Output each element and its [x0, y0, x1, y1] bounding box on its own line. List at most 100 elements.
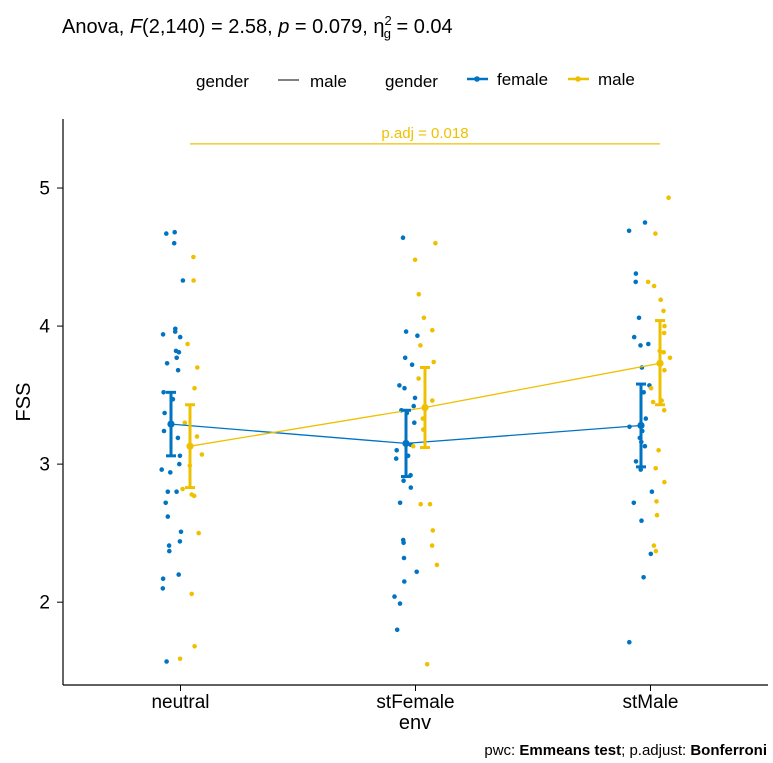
title-part: (2,140) = 2.58, — [142, 16, 278, 38]
data-point-male — [191, 493, 197, 499]
caption-part: ; p.adjust: — [621, 742, 690, 759]
data-point-female — [642, 443, 648, 449]
data-point-male — [410, 443, 416, 449]
chart-title: Anova, F(2,140) = 2.58, p = 0.079, η2 g =… — [62, 13, 453, 41]
legend-label-male: male — [598, 70, 635, 89]
data-point-male — [654, 512, 660, 518]
data-point-male — [656, 448, 661, 453]
data-point-female — [392, 594, 397, 599]
mean-point-female — [637, 421, 645, 430]
data-point-female — [412, 420, 417, 426]
y-axis-label: FSS — [13, 383, 35, 422]
significance-annotation: p.adj = 0.018 — [190, 125, 660, 145]
data-point-male — [429, 543, 435, 548]
data-point-male — [191, 254, 196, 260]
data-point-female — [401, 478, 406, 484]
data-point-female — [648, 551, 654, 557]
error-bars — [166, 319, 665, 490]
data-point-male — [191, 278, 196, 283]
legend-key-female — [467, 76, 488, 82]
data-point-male — [182, 420, 188, 426]
data-point-female — [159, 467, 164, 472]
data-point-female — [401, 540, 406, 546]
legend-label-female: female — [497, 70, 548, 89]
data-point-male — [189, 591, 194, 597]
data-point-female — [161, 428, 167, 434]
data-point-male — [427, 501, 433, 507]
data-point-female — [397, 601, 403, 606]
data-point-male — [185, 341, 190, 347]
data-point-male — [196, 530, 201, 536]
y-tick-label: 5 — [39, 179, 50, 200]
data-point-male — [177, 656, 183, 662]
data-point-female — [638, 467, 643, 472]
title-part: Anova, — [62, 16, 130, 38]
y-ticks: 2 3 4 5 — [39, 179, 63, 614]
data-point-male — [418, 501, 424, 507]
data-point-male — [653, 466, 658, 471]
data-point-male — [658, 297, 663, 303]
data-point-female — [177, 334, 183, 340]
data-point-female — [160, 332, 166, 337]
legend-title-color: gender — [385, 72, 438, 91]
data-point-female — [175, 435, 181, 441]
data-point-female — [642, 220, 648, 225]
data-point-male — [424, 662, 430, 667]
legend-label-linetype-male: male — [310, 72, 347, 91]
x-tick-label: neutral — [151, 692, 209, 713]
data-point-male — [650, 399, 656, 405]
title-part: = 0.04 — [391, 16, 453, 38]
data-point-female — [403, 329, 409, 334]
data-point-female — [176, 572, 181, 577]
data-point-male — [416, 292, 422, 297]
data-point-female — [415, 333, 420, 339]
jitter-points — [159, 195, 673, 667]
data-point-female — [402, 385, 407, 391]
data-point-male — [416, 376, 421, 381]
data-point-female — [638, 343, 643, 348]
data-point-female — [172, 329, 178, 334]
legend-title-linetype: gender — [196, 72, 249, 91]
title-part: η — [373, 16, 384, 38]
data-point-female — [164, 231, 169, 236]
data-point-female — [178, 529, 184, 535]
data-point-female — [160, 576, 166, 581]
y-tick-label: 4 — [39, 317, 50, 338]
data-point-female — [161, 390, 166, 395]
data-point-female — [165, 514, 171, 519]
mean-point-male — [656, 359, 664, 367]
data-point-female — [633, 459, 639, 464]
data-point-female — [177, 461, 182, 467]
data-point-female — [394, 448, 400, 453]
data-point-female — [633, 279, 638, 285]
data-point-female — [631, 500, 637, 506]
data-point-female — [164, 361, 170, 366]
data-point-female — [633, 271, 639, 276]
data-point-female — [641, 575, 646, 580]
caption-part: pwc: — [484, 742, 519, 759]
data-point-female — [172, 229, 177, 235]
data-point-male — [662, 323, 667, 329]
data-point-female — [397, 500, 403, 506]
data-point-female — [409, 362, 415, 368]
data-point-male — [661, 308, 666, 314]
caption-part: Emmeans test — [519, 742, 621, 759]
title-part: = 0.079, — [289, 16, 373, 38]
data-point-female — [163, 500, 168, 506]
data-point-female — [171, 240, 177, 246]
data-point-female — [166, 543, 172, 548]
title-part: p — [277, 16, 289, 38]
data-point-female — [393, 456, 399, 461]
data-point-male — [651, 543, 657, 548]
data-point-male — [662, 367, 667, 373]
data-point-female — [408, 485, 414, 490]
data-point-male — [199, 452, 205, 457]
data-point-male — [662, 479, 667, 485]
data-point-male — [412, 257, 418, 263]
data-point-female — [180, 278, 186, 283]
title-part: 2 — [384, 13, 391, 28]
data-point-female — [627, 639, 632, 645]
mean-point-male — [186, 442, 194, 450]
data-point-female — [175, 367, 181, 373]
